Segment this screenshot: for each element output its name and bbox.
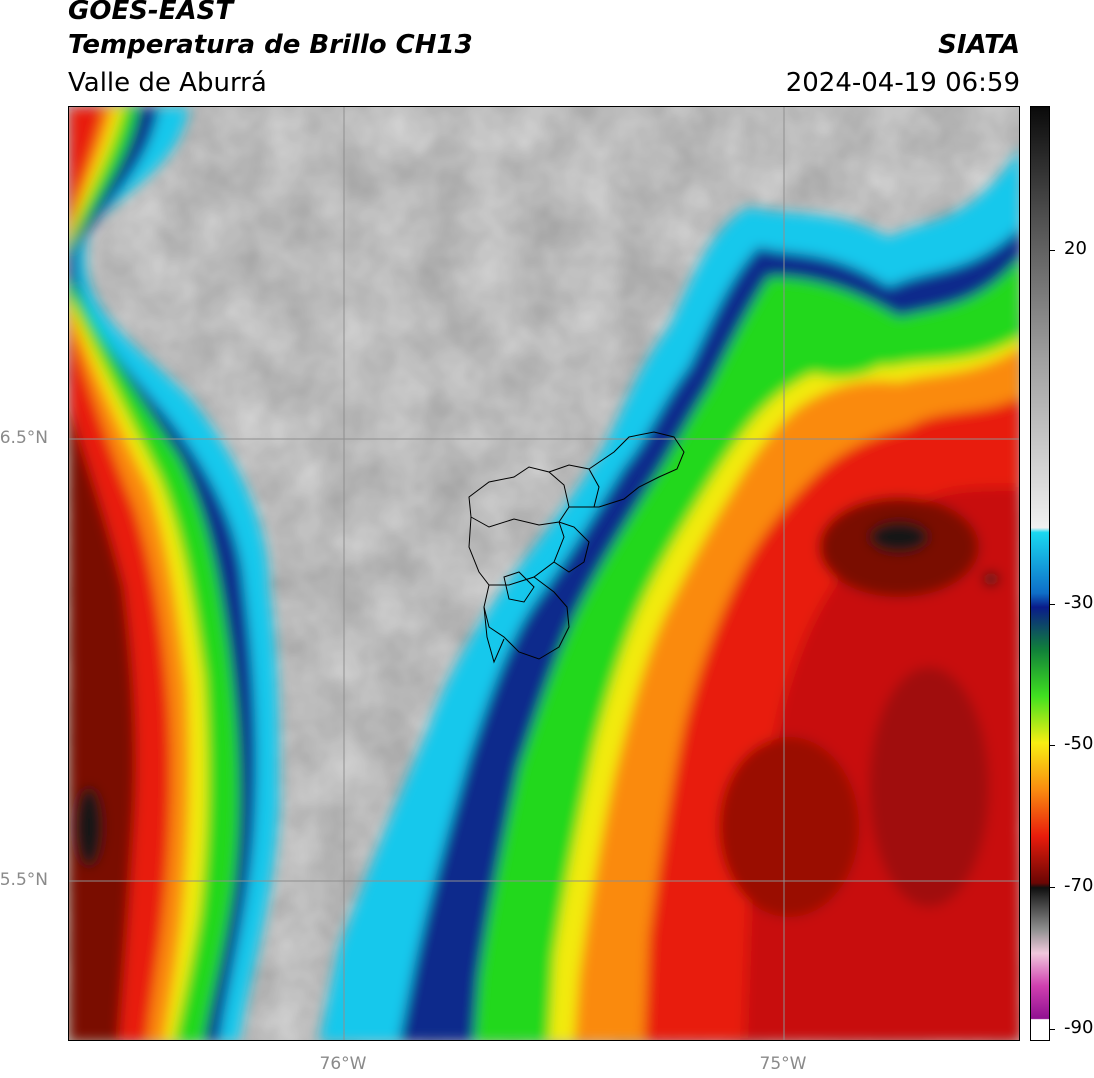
colorbar-tick-20 <box>1050 250 1055 251</box>
datetime-label: 2024-04-19 06:59 <box>785 68 1020 98</box>
product-title: Temperatura de Brillo CH13 <box>68 30 473 60</box>
agency-label: SIATA <box>938 30 1020 60</box>
colorbar-label-minus70: -70 <box>1064 875 1094 896</box>
colorbar-tick-minus90 <box>1050 1029 1055 1030</box>
western-cloud-band <box>69 107 279 1040</box>
brightness-temperature-map[interactable]: 6.5°N <box>68 106 1020 1041</box>
colorbar-label-minus90: -90 <box>1064 1017 1094 1038</box>
map-canvas <box>69 107 1019 1040</box>
colorbar-tick-minus70 <box>1050 887 1055 888</box>
temperature-colorbar <box>1030 106 1050 1041</box>
colorbar-label-minus50: -50 <box>1064 733 1094 754</box>
colorbar-label-minus30: -30 <box>1064 592 1094 613</box>
colorbar-tick-minus30 <box>1050 604 1055 605</box>
colorbar-tick-minus50 <box>1050 745 1055 746</box>
municipal-boundaries <box>468 431 685 664</box>
map-gridlines <box>69 107 1019 1040</box>
lat-label-5-5N: 5.5°N <box>0 870 48 890</box>
region-label: Valle de Aburrá <box>68 68 267 98</box>
satellite-title: GOES-EAST <box>68 0 234 26</box>
lat-label-6-5N: 6.5°N <box>0 428 48 448</box>
lon-label-75W: 75°W <box>759 1054 807 1074</box>
lon-label-76W: 76°W <box>319 1054 367 1074</box>
colorbar-label-20: 20 <box>1064 238 1087 259</box>
